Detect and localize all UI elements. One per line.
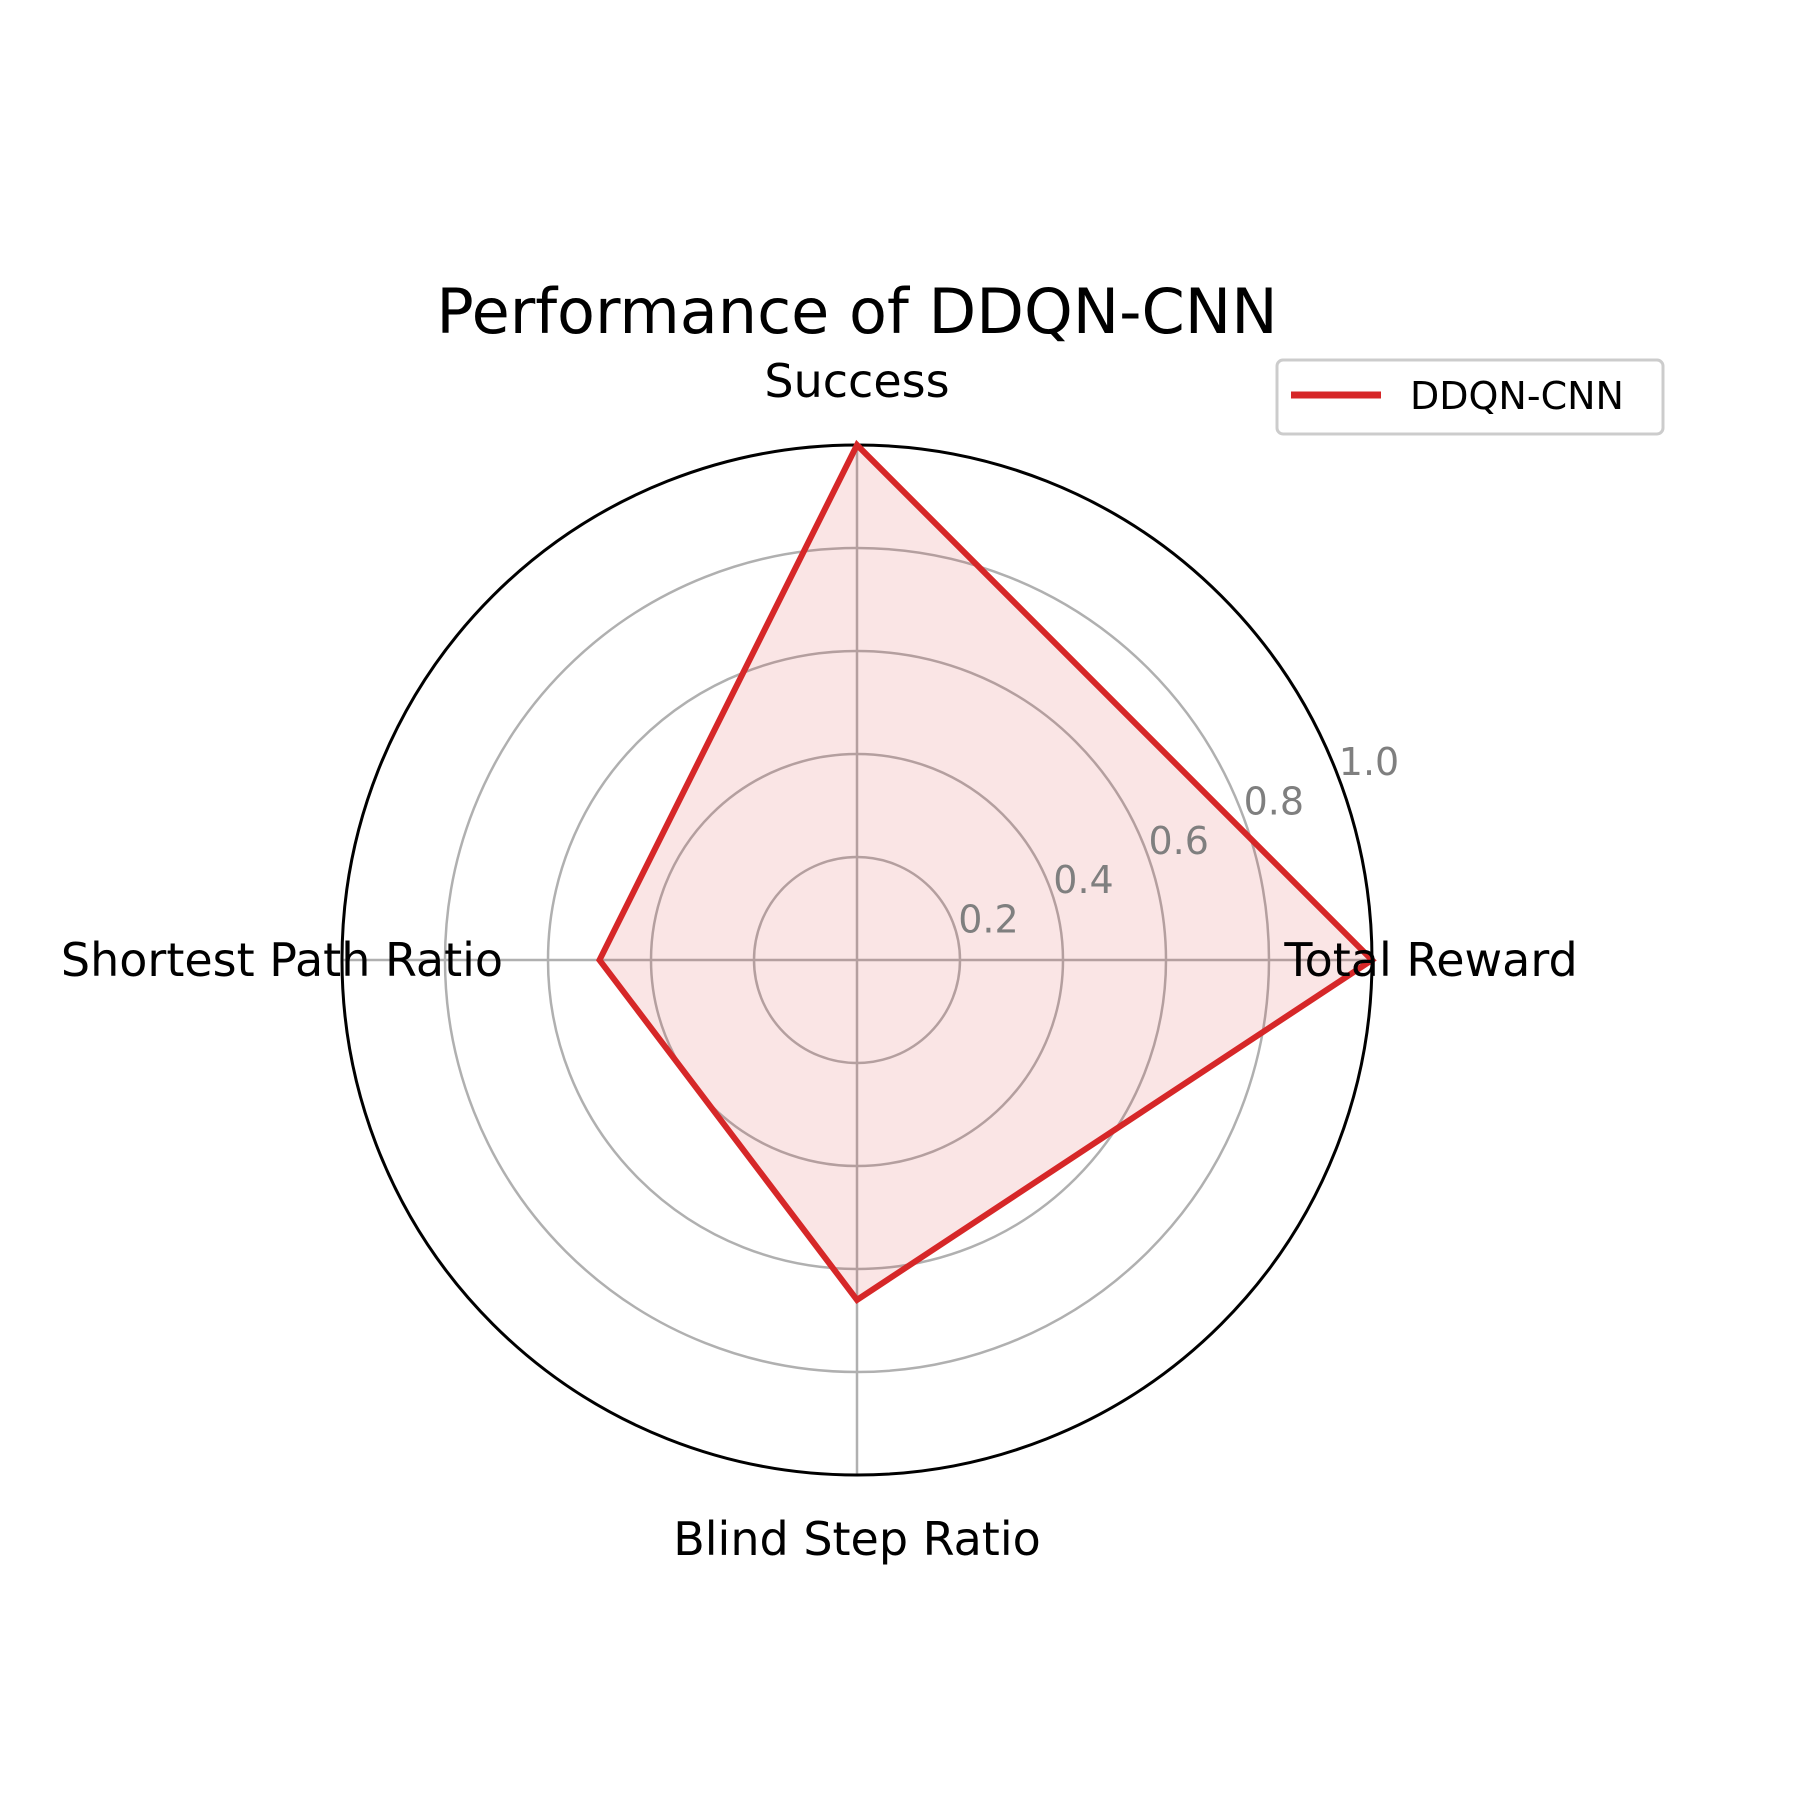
axis-label-2: Shortest Path Ratio <box>61 933 503 987</box>
chart-title: Performance of DDQN-CNN <box>436 275 1277 348</box>
legend: DDQN-CNN <box>1275 358 1665 436</box>
series-line-0 <box>595 439 1377 1304</box>
axis-label-0: Total Reward <box>1283 933 1577 987</box>
legend-label: DDQN-CNN <box>1410 374 1624 418</box>
axis-label-3: Blind Step Ratio <box>673 1512 1041 1566</box>
radial-tick-label: 1.0 <box>1339 740 1399 784</box>
radial-tick-label: 0.8 <box>1244 779 1304 823</box>
radial-tick-label: 0.2 <box>958 898 1018 942</box>
axis-labels: Total Reward Success Shortest Path Ratio Bl… <box>61 354 1578 1566</box>
axis-label-1: Success <box>764 354 949 408</box>
radial-tick-label: 0.4 <box>1053 858 1113 902</box>
series-layer <box>595 439 1377 1304</box>
legend-box <box>1275 358 1665 436</box>
radial-tick-labels: 0.2 0.4 0.6 0.8 1.0 <box>958 740 1399 942</box>
radial-tick-label: 0.6 <box>1149 819 1209 863</box>
